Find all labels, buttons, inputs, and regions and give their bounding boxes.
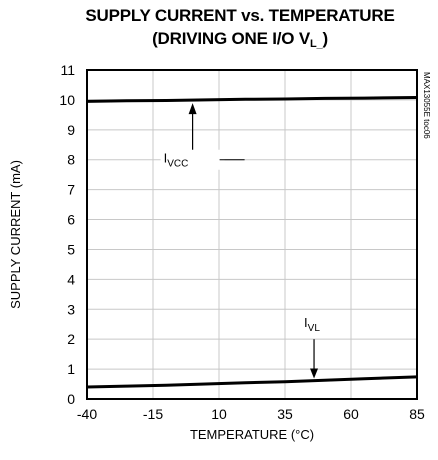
y-tick-label: 6 bbox=[67, 212, 75, 228]
chart-title-line2-prefix: (DRIVING ONE I/O V bbox=[152, 29, 310, 48]
y-axis-label: SUPPLY CURRENT (mA) bbox=[8, 160, 23, 309]
grid-lines bbox=[86, 69, 418, 400]
x-tick-label: -15 bbox=[143, 406, 163, 422]
chart-title-line2-subscript: L_ bbox=[310, 38, 323, 50]
watermark-code: MAX13055E toc06 bbox=[422, 72, 431, 139]
y-tick-label: 0 bbox=[67, 391, 75, 407]
y-tick-label: 11 bbox=[60, 62, 75, 78]
plot-frame bbox=[86, 69, 418, 400]
ivl-label-main: I bbox=[304, 315, 308, 330]
ivcc-label: IVCC bbox=[164, 151, 189, 170]
y-tick-label: 10 bbox=[59, 92, 75, 108]
y-tick-label: 5 bbox=[67, 241, 75, 257]
ivl-label: IVL bbox=[304, 315, 320, 334]
chart-title-line1: SUPPLY CURRENT vs. TEMPERATURE bbox=[85, 6, 395, 25]
x-tick-label: -40 bbox=[77, 406, 97, 422]
y-tick-label: 1 bbox=[67, 361, 75, 377]
ivl-arrow-head bbox=[310, 368, 319, 379]
ivcc-label-main: I bbox=[164, 151, 168, 166]
y-tick-label: 7 bbox=[67, 182, 75, 198]
ivcc-label-subscript: VCC bbox=[167, 159, 188, 170]
series-line-vcc bbox=[86, 96, 418, 103]
ivcc-label-background bbox=[160, 149, 225, 170]
y-tick-label: 3 bbox=[67, 301, 75, 317]
y-tick-label: 2 bbox=[67, 331, 75, 347]
series-lines bbox=[86, 96, 418, 389]
y-tick-label: 8 bbox=[67, 152, 75, 168]
series-line-vl bbox=[86, 375, 418, 389]
x-tick-label: 60 bbox=[343, 406, 359, 422]
x-axis-label: TEMPERATURE (°C) bbox=[190, 427, 314, 442]
ivl-label-subscript: VL bbox=[308, 323, 321, 334]
chart-title-line2-suffix: ) bbox=[322, 29, 328, 48]
x-tick-label: 35 bbox=[277, 406, 293, 422]
y-tick-label: 4 bbox=[67, 271, 75, 287]
x-tick-label: 85 bbox=[409, 406, 425, 422]
ivcc-arrow-head bbox=[188, 103, 197, 115]
chart-title-line2: (DRIVING ONE I/O VL_) bbox=[40, 29, 438, 50]
tick-labels: 0 1 2 3 4 5 6 7 8 9 10 11 -40 -15 10 35 60 85 bbox=[59, 62, 425, 422]
x-tick-label: 10 bbox=[211, 406, 227, 422]
y-tick-label: 9 bbox=[67, 122, 75, 138]
